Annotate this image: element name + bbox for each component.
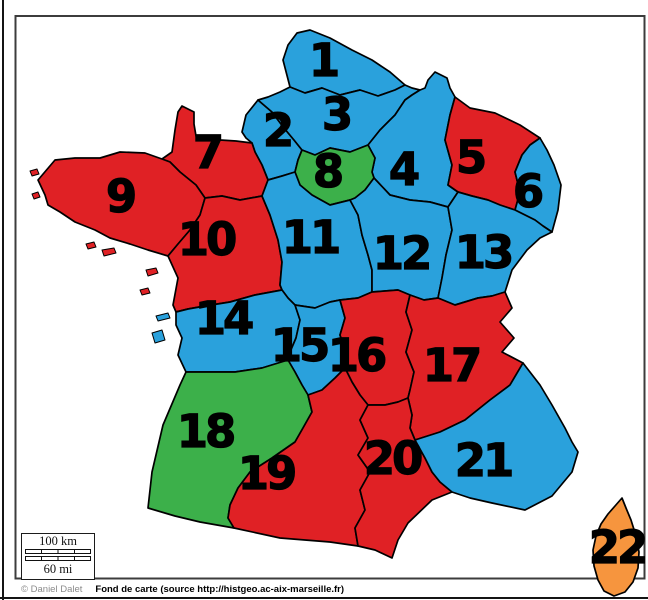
region-label-22: 22 — [589, 521, 646, 574]
region-label-12: 12 — [373, 227, 430, 280]
region-label-20: 20 — [364, 432, 422, 485]
islands-layer — [29, 168, 171, 344]
island-4 — [101, 247, 117, 257]
island-5 — [145, 267, 159, 277]
region-13 — [437, 191, 553, 306]
island-3 — [85, 241, 97, 250]
region-label-8: 8 — [313, 145, 342, 198]
island-2 — [31, 191, 41, 200]
island-8 — [151, 329, 166, 344]
region-label-5: 5 — [456, 131, 485, 184]
scale-bar-km — [25, 549, 91, 554]
region-label-1: 1 — [309, 34, 338, 87]
region-label-7: 7 — [193, 126, 221, 179]
region-label-21: 21 — [455, 434, 512, 487]
region-label-14: 14 — [195, 292, 253, 345]
region-21 — [414, 362, 579, 511]
region-label-4: 4 — [389, 143, 419, 196]
region-label-6: 6 — [513, 165, 542, 218]
island-1 — [29, 168, 40, 177]
region-label-17: 17 — [423, 339, 480, 392]
region-9 — [37, 151, 206, 257]
region-20 — [354, 397, 453, 559]
credit-author: © Daniel Dalet — [21, 584, 83, 595]
region-label-19: 19 — [238, 447, 295, 500]
region-label-9: 9 — [106, 170, 135, 223]
regions-layer — [37, 29, 640, 597]
island-7 — [155, 312, 171, 322]
credit-source: Fond de carte (source http://histgeo.ac-… — [95, 584, 345, 595]
region-label-13: 13 — [455, 226, 512, 279]
region-label-18: 18 — [177, 405, 234, 458]
region-label-2: 2 — [263, 104, 291, 157]
region-label-3: 3 — [322, 88, 350, 141]
scale-box: 100 km 60 mi — [21, 533, 95, 580]
island-6 — [139, 287, 151, 296]
region-label-10: 10 — [178, 213, 236, 266]
scale-km-label: 100 km — [39, 534, 77, 548]
image-border-bottom — [0, 597, 648, 599]
region-label-11: 11 — [282, 211, 339, 264]
image-border-left — [2, 0, 4, 600]
scale-mi-label: 60 mi — [43, 562, 73, 576]
region-label-15: 15 — [271, 319, 328, 372]
region-22 — [592, 497, 640, 597]
scale-bar-mi — [25, 556, 91, 561]
region-label-16: 16 — [328, 329, 385, 382]
credits-line: © Daniel Dalet Fond de carte (source htt… — [21, 584, 344, 595]
